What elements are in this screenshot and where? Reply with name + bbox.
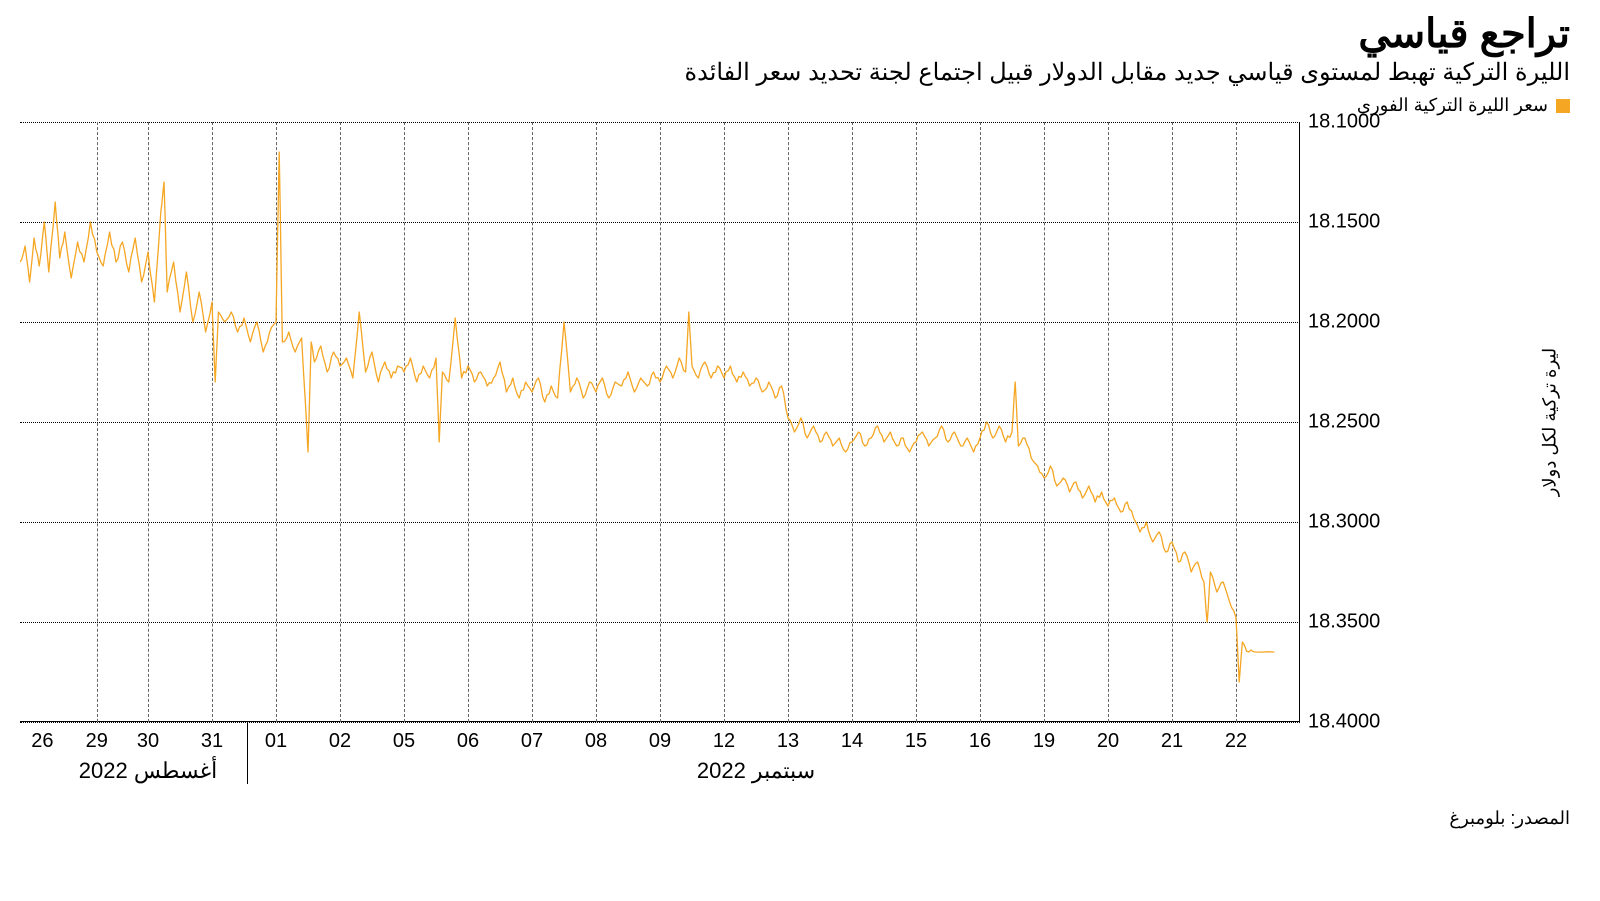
x-tick-label: 30 xyxy=(137,730,159,753)
x-tick-label: 31 xyxy=(201,730,223,753)
plot-area xyxy=(20,122,1300,722)
x-tick-label: 09 xyxy=(649,730,671,753)
y-tick-label: 18.3000 xyxy=(1308,511,1380,534)
x-tick-label: 20 xyxy=(1097,730,1119,753)
x-group-label: أغسطس 2022 xyxy=(79,758,217,784)
x-tick-label: 12 xyxy=(713,730,735,753)
chart-subtitle: الليرة التركية تهبط لمستوى قياسي جديد مق… xyxy=(20,58,1570,87)
x-tick-label: 22 xyxy=(1225,730,1247,753)
x-tick-label: 13 xyxy=(777,730,799,753)
x-group-separator xyxy=(247,722,248,784)
x-tick-label: 05 xyxy=(393,730,415,753)
x-tick-label: 29 xyxy=(86,730,108,753)
x-tick-label: 07 xyxy=(521,730,543,753)
y-tick-label: 18.3500 xyxy=(1308,611,1380,634)
x-tick-label: 06 xyxy=(457,730,479,753)
legend-label: سعر الليرة التركية الفوري xyxy=(1357,95,1548,116)
legend-swatch xyxy=(1556,99,1570,113)
x-tick-label: 02 xyxy=(329,730,351,753)
x-tick-label: 14 xyxy=(841,730,863,753)
source-label: المصدر: بلومبرغ xyxy=(20,808,1570,829)
y-tick-label: 18.2500 xyxy=(1308,411,1380,434)
y-tick-label: 18.2000 xyxy=(1308,311,1380,334)
x-tick-label: 15 xyxy=(905,730,927,753)
chart-title: تراجع قياسي xyxy=(20,12,1570,56)
x-tick-label: 19 xyxy=(1033,730,1055,753)
x-tick-label: 26 xyxy=(31,730,53,753)
price-line xyxy=(20,122,1300,722)
x-tick-label: 08 xyxy=(585,730,607,753)
y-tick-label: 18.4000 xyxy=(1308,711,1380,734)
x-tick-label: 16 xyxy=(969,730,991,753)
chart-area: ليرة تركية لكل دولار 18.100018.150018.20… xyxy=(20,122,1570,802)
x-tick-label: 21 xyxy=(1161,730,1183,753)
grid-horizontal xyxy=(20,722,1300,723)
y-tick-label: 18.1500 xyxy=(1308,211,1380,234)
y-tick-label: 18.1000 xyxy=(1308,111,1380,134)
x-tick-label: 01 xyxy=(265,730,287,753)
x-group-label: سبتمبر 2022 xyxy=(697,758,815,784)
y-axis-label: ليرة تركية لكل دولار xyxy=(1540,348,1561,497)
